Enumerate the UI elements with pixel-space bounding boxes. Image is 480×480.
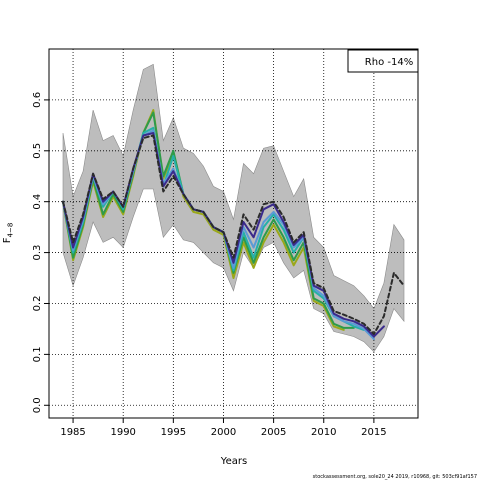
x-axis-label: Years	[220, 456, 247, 467]
x-tick-label: 1990	[110, 427, 135, 438]
y-tick-label: 0.5	[32, 143, 43, 159]
x-tick-label: 2000	[211, 427, 236, 438]
y-tick-label: 0.6	[32, 92, 43, 108]
y-axis: 0.0 0.1 0.2 0.3 0.4 0.5 0.6	[32, 92, 49, 413]
confidence-band	[62, 63, 405, 353]
y-axis-label: F4−8	[2, 223, 15, 244]
legend: Rho -14%	[347, 49, 419, 73]
x-tick-label: 2015	[361, 427, 386, 438]
y-tick-label: 0.2	[32, 296, 43, 312]
y-tick-label: 0.1	[32, 346, 43, 362]
footer-credit: stockassessment.org, sole20_24 2019, r10…	[313, 474, 477, 480]
y-tick-label: 0.4	[32, 194, 43, 210]
x-tick-label: 1995	[161, 427, 186, 438]
x-tick-label: 1985	[60, 427, 85, 438]
y-tick-label: 0.0	[32, 397, 43, 413]
plot-frame	[48, 48, 419, 419]
y-axis-label-sub: 4−8	[7, 223, 15, 238]
legend-box	[347, 49, 419, 73]
series-line-1	[62, 109, 345, 331]
x-axis: 1985 1990 1995 2000 2005 2010 2015	[60, 418, 387, 438]
x-tick-label: 2010	[311, 427, 336, 438]
y-tick-label: 0.3	[32, 245, 43, 261]
series-lines	[62, 109, 405, 341]
confidence-band-area	[62, 63, 405, 353]
y-axis-label-main: F	[2, 237, 13, 243]
series-line-6	[62, 134, 405, 335]
x-tick-label: 2005	[261, 427, 286, 438]
legend-text: Rho -14%	[365, 57, 413, 68]
